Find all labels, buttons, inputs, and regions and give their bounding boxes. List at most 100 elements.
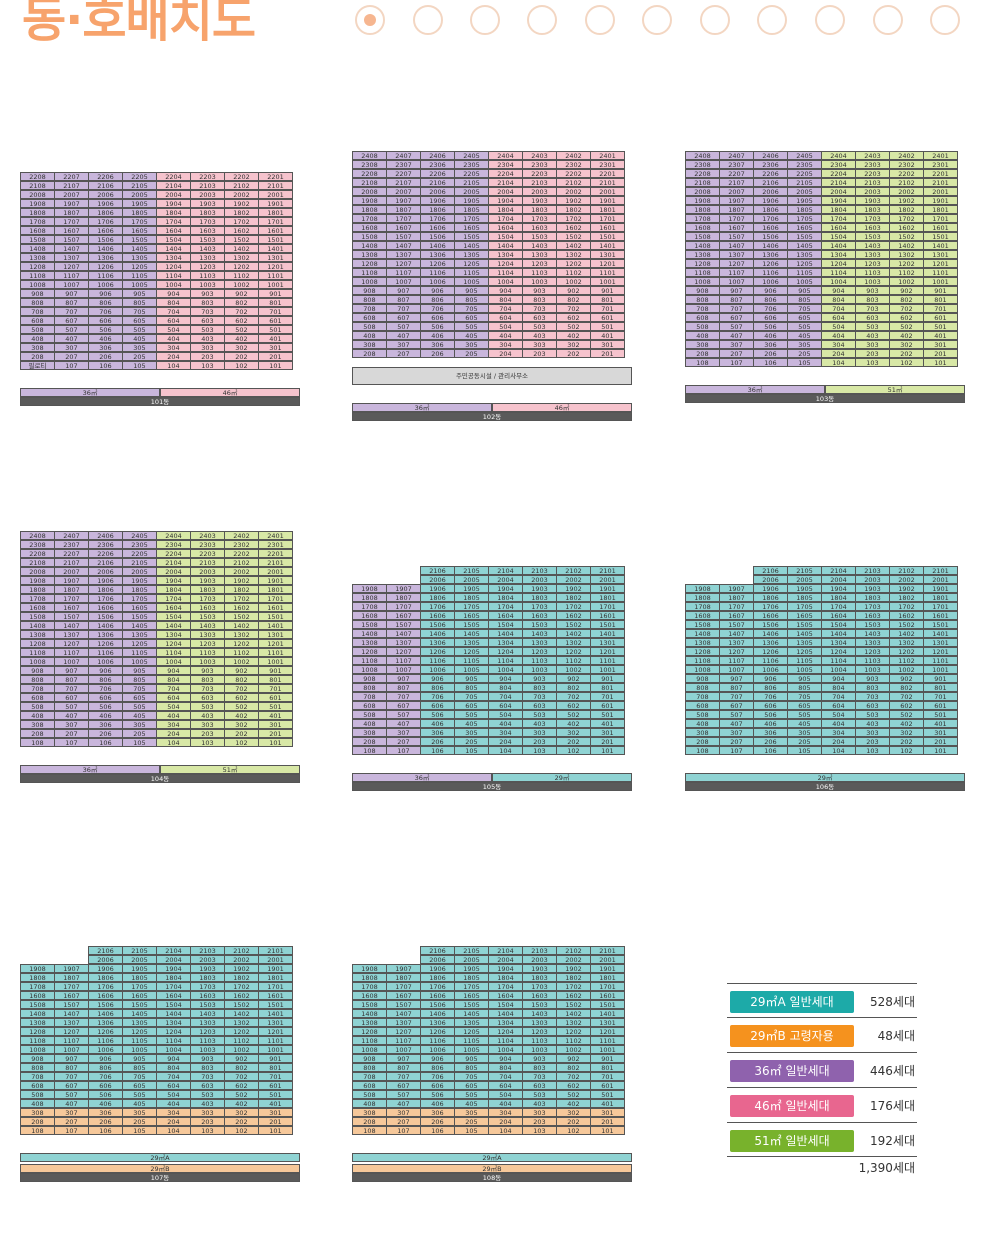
page-dot[interactable]: [585, 5, 615, 35]
unit-cell: 801: [590, 683, 625, 692]
unit-cell: 407: [719, 331, 754, 340]
unit-cell: 2102: [889, 566, 924, 575]
unit-cell: 504: [488, 710, 523, 719]
unit-cell: 2102: [889, 178, 924, 187]
unit-cell: 1804: [488, 205, 523, 214]
unit-cell: 605: [122, 693, 157, 702]
unit-cell: 205: [122, 1117, 157, 1126]
unit-cell: 2301: [258, 540, 293, 549]
unit-cell: 105: [787, 746, 822, 755]
unit-cell: 2101: [923, 566, 958, 575]
unit-cell: 2105: [454, 178, 489, 187]
unit-cell: 1203: [855, 647, 890, 656]
unit-cell: 506: [753, 322, 788, 331]
unit-cell: 1005: [122, 1045, 157, 1054]
unit-cell: 1205: [122, 639, 157, 648]
unit-cell: 1706: [88, 594, 123, 603]
unit-cell: 403: [522, 1099, 557, 1108]
unit-cell: 1606: [88, 226, 123, 235]
unit-cell: 2401: [923, 151, 958, 160]
unit-cell: 102: [556, 1126, 591, 1135]
unit-cell: 202: [224, 729, 259, 738]
unit-cell: 1705: [787, 214, 822, 223]
unit-cell: 701: [590, 1072, 625, 1081]
unit-cell: 1604: [156, 226, 191, 235]
unit-cell: 201: [258, 352, 293, 361]
unit-cell: 1706: [420, 214, 455, 223]
unit-cell: 2103: [855, 178, 890, 187]
page-dot[interactable]: [815, 5, 845, 35]
unit-cell: 1305: [122, 253, 157, 262]
unit-cell: 501: [923, 322, 958, 331]
unit-cell: 1506: [420, 232, 455, 241]
page-dot[interactable]: [642, 5, 672, 35]
unit-cell: 306: [753, 340, 788, 349]
unit-cell: 702: [556, 692, 591, 701]
page-dot[interactable]: [700, 5, 730, 35]
unit-cell: 1208: [352, 647, 387, 656]
unit-cell: 1803: [190, 973, 225, 982]
unit-cell: 1306: [420, 250, 455, 259]
unit-cell: 502: [889, 322, 924, 331]
page-dot[interactable]: [413, 5, 443, 35]
unit-cell: 207: [386, 737, 421, 746]
unit-cell: 2106: [420, 566, 455, 575]
unit-cell: 307: [719, 728, 754, 737]
type-bar: 36㎡: [352, 773, 492, 782]
unit-cell: 2002: [889, 575, 924, 584]
unit-cell: 203: [855, 349, 890, 358]
unit-cell: 1908: [685, 584, 720, 593]
page-dot[interactable]: [355, 5, 385, 35]
unit-cell: 404: [488, 331, 523, 340]
unit-cell: 1602: [889, 611, 924, 620]
unit-cell: 807: [54, 298, 89, 307]
unit-cell: 2201: [590, 169, 625, 178]
unit-cell: 203: [855, 737, 890, 746]
unit-cell: 604: [488, 701, 523, 710]
unit-cell: 906: [420, 286, 455, 295]
unit-cell: 2304: [821, 160, 856, 169]
unit-cell: 2008: [352, 187, 387, 196]
page-dot[interactable]: [930, 5, 960, 35]
unit-cell: 2106: [88, 181, 123, 190]
unit-cell: 1802: [224, 208, 259, 217]
unit-cell: 1503: [522, 620, 557, 629]
unit-cell: 405: [454, 1099, 489, 1108]
unit-cell: 2105: [454, 566, 489, 575]
unit-cell: 1105: [454, 268, 489, 277]
unit-cell: 1404: [156, 621, 191, 630]
unit-cell: 1601: [590, 991, 625, 1000]
unit-cell: 1802: [556, 593, 591, 602]
unit-cell: 608: [685, 701, 720, 710]
type-bar: 36㎡: [20, 388, 160, 397]
page-dot[interactable]: [527, 5, 557, 35]
unit-cell: 808: [352, 1063, 387, 1072]
page-dot[interactable]: [873, 5, 903, 35]
unit-cell: 1506: [753, 232, 788, 241]
unit-cell: 1807: [386, 205, 421, 214]
unit-cell: 1005: [122, 657, 157, 666]
page-dot[interactable]: [757, 5, 787, 35]
unit-cell: 1408: [352, 241, 387, 250]
unit-cell: 1907: [719, 584, 754, 593]
unit-cell: 1405: [122, 621, 157, 630]
unit-cell: 105: [122, 738, 157, 747]
unit-cell: 1705: [787, 602, 822, 611]
unit-cell: 1304: [156, 253, 191, 262]
unit-cell: 1801: [258, 208, 293, 217]
unit-cell: 2202: [556, 169, 591, 178]
unit-cell: 1803: [855, 593, 890, 602]
unit-cell: 707: [386, 1072, 421, 1081]
unit-cell: 702: [224, 1072, 259, 1081]
unit-cell: 504: [821, 710, 856, 719]
unit-cell: 1508: [352, 620, 387, 629]
unit-cell: 1903: [190, 576, 225, 585]
unit-cell: 508: [685, 710, 720, 719]
unit-cell: 606: [420, 1081, 455, 1090]
unit-cell: 107: [54, 738, 89, 747]
unit-cell: 1402: [889, 629, 924, 638]
unit-cell: 601: [258, 693, 293, 702]
unit-cell: 1606: [88, 603, 123, 612]
page-dot[interactable]: [470, 5, 500, 35]
unit-cell: 1001: [923, 277, 958, 286]
